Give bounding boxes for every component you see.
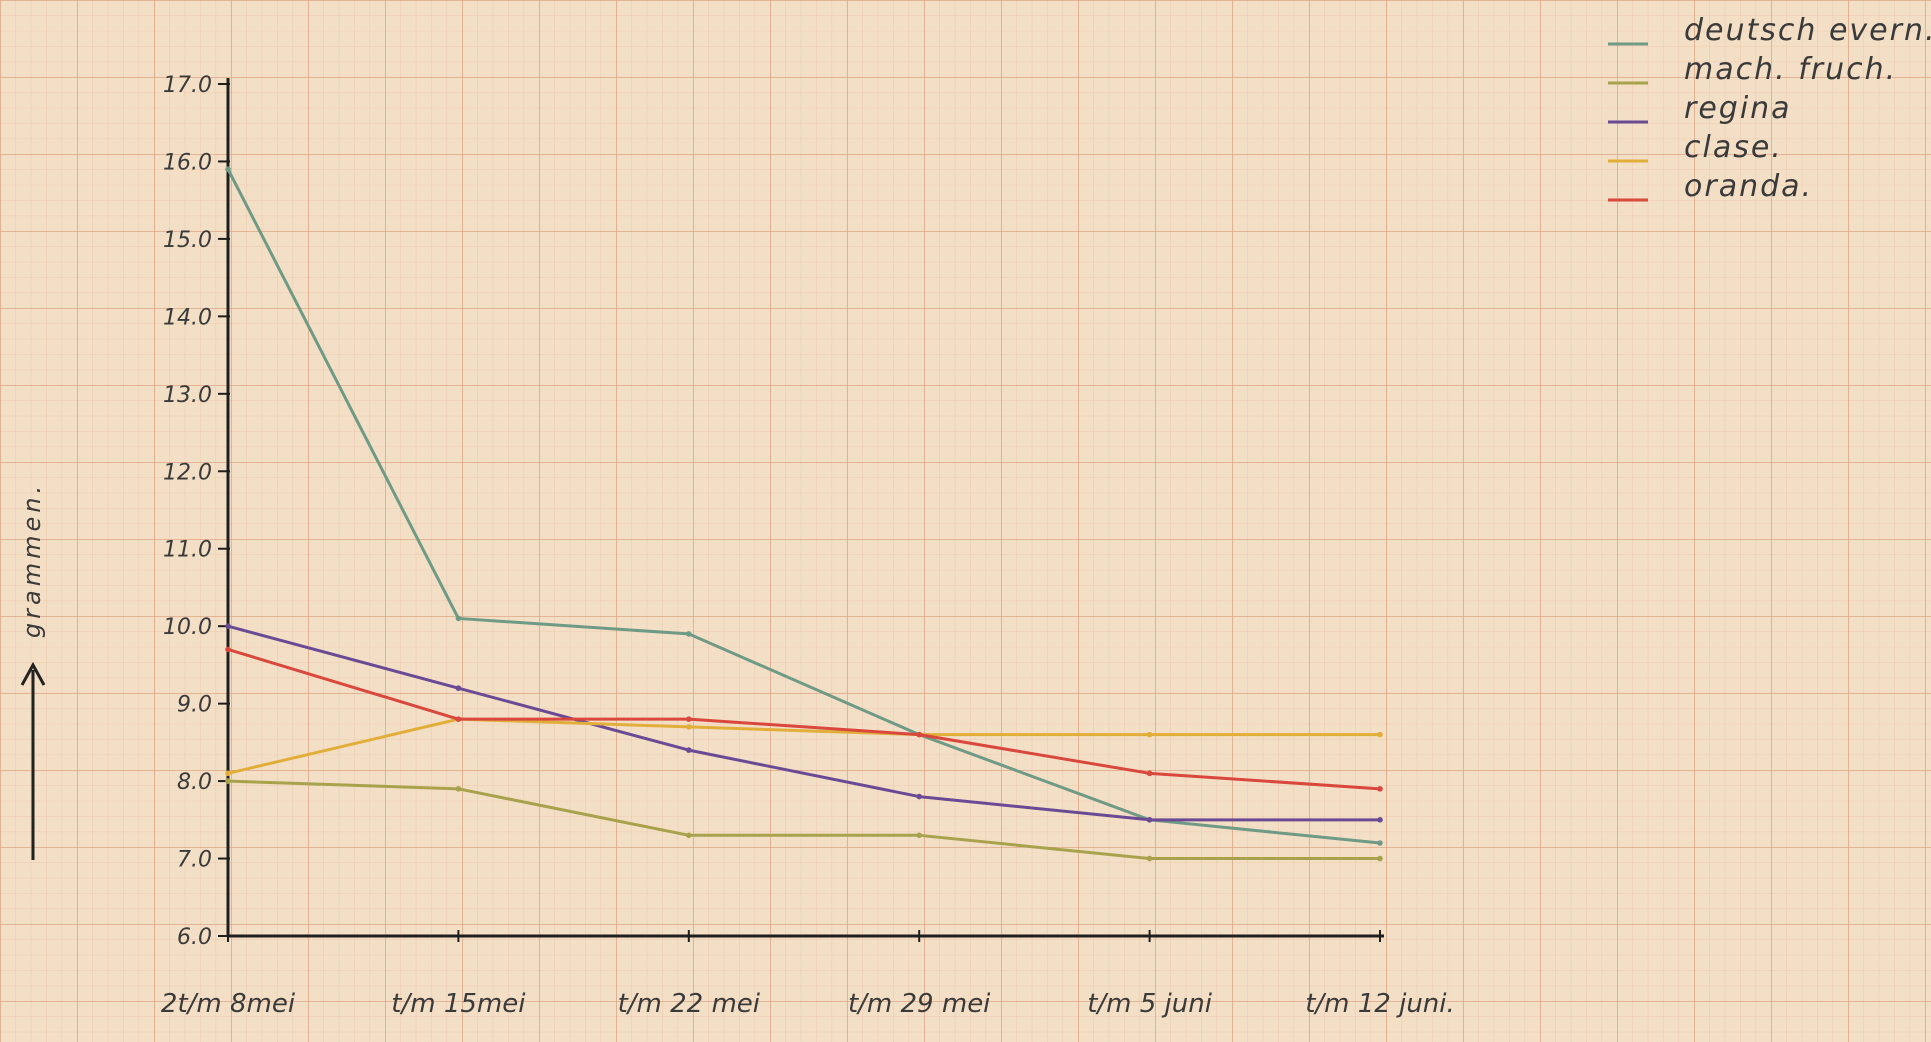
legend: deutsch evern. mach. fruch. regina clase. or… (1608, 13, 1931, 204)
data-point (1377, 817, 1383, 823)
y-axis-title: grammen. (18, 482, 46, 860)
y-tick-label: 16.0 (163, 150, 212, 175)
data-point (686, 747, 692, 753)
y-tick-label: 8.0 (177, 770, 212, 795)
series-line-0 (226, 168, 1381, 845)
series-line-4 (227, 647, 1381, 791)
y-tick-label: 13.0 (163, 383, 212, 408)
data-point (455, 716, 462, 722)
y-tick-label: 10.0 (163, 615, 212, 640)
data-point (1146, 855, 1153, 862)
data-point (1146, 770, 1153, 777)
data-point (455, 615, 462, 622)
axes (226, 78, 1384, 938)
data-point (686, 716, 692, 722)
data-point (1377, 786, 1383, 792)
y-tick-label: 12.0 (163, 460, 212, 485)
data-point (225, 646, 231, 653)
data-point (1146, 817, 1153, 823)
y-tick-label: 6.0 (177, 925, 212, 950)
series-line-2 (227, 624, 1380, 822)
x-tick-label: t/m 5 juni (1087, 989, 1213, 1019)
data-point (225, 166, 231, 172)
x-tick-label: t/m 29 mei (848, 989, 991, 1019)
y-tick-label: 17.0 (163, 73, 212, 98)
data-point (686, 832, 692, 839)
data-point (1377, 840, 1383, 846)
y-tick-label: 7.0 (177, 848, 212, 873)
data-point (1146, 731, 1153, 738)
legend-label: deutsch evern. (1684, 13, 1931, 48)
data-point (916, 731, 922, 738)
x-tick-label: t/m 22 mei (618, 989, 761, 1019)
data-point (1377, 855, 1383, 862)
data-point (686, 724, 692, 730)
y-ticks: 6.0 7.0 8.0 9.0 10.0 11.0 12.0 13.0 14.0 15.0 16.0… (163, 73, 230, 950)
legend-label: oranda. (1684, 169, 1813, 204)
data-point (455, 786, 462, 792)
data-point (455, 685, 462, 691)
y-tick-label: 11.0 (163, 538, 212, 563)
data-point (1377, 731, 1383, 738)
series-line-1 (227, 779, 1380, 861)
data-point (225, 778, 231, 784)
legend-label: mach. fruch. (1684, 52, 1897, 87)
x-tick-label: 2t/m 8mei (161, 989, 296, 1019)
legend-label: clase. (1684, 130, 1783, 165)
series-line-3 (227, 717, 1380, 775)
x-tick-label: t/m 12 juni. (1305, 989, 1455, 1019)
data-point (225, 770, 231, 777)
data-point (916, 793, 922, 800)
series-lines (225, 166, 1383, 862)
data-point (225, 623, 231, 629)
y-axis-label: grammen. (18, 482, 46, 638)
up-arrow-icon (20, 661, 46, 686)
x-tick-label: t/m 15mei (391, 989, 526, 1019)
legend-label: regina (1684, 91, 1792, 126)
data-point (686, 631, 692, 637)
y-tick-label: 9.0 (177, 693, 212, 718)
x-ticks: 2t/m 8mei t/m 15mei t/m 22 mei t/m 29 mei t/… (161, 930, 1455, 1019)
data-point (916, 832, 922, 839)
y-tick-label: 15.0 (163, 228, 212, 253)
y-tick-label: 14.0 (163, 305, 212, 330)
